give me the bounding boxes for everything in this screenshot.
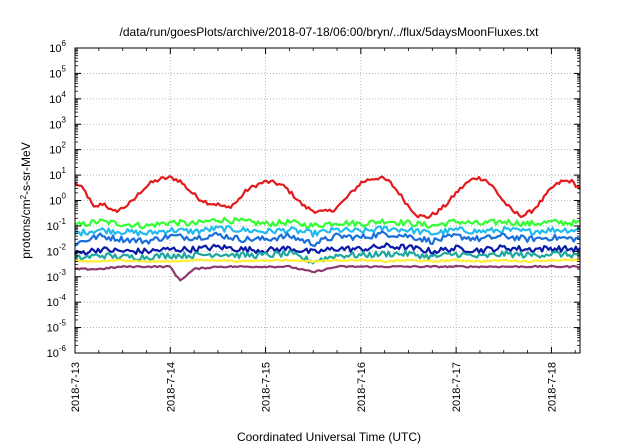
axis-ticks <box>74 47 580 354</box>
y-tick-base: 10 <box>49 145 61 157</box>
y-tick-label: 10-4 <box>47 293 67 309</box>
y-tick-base: 10 <box>49 68 61 80</box>
x-tick-label: 2018-7-18 <box>546 362 558 412</box>
y-tick-label: 10-2 <box>47 242 67 258</box>
y-tick-base: 10 <box>49 43 61 55</box>
series-line-green <box>74 216 580 230</box>
series-line-darkblue <box>74 242 581 256</box>
y-axis-label: protons/cm2-s-sr-MeV <box>19 142 34 258</box>
y-tick-label: 104 <box>49 90 66 106</box>
y-tick-exponent: -1 <box>59 217 67 226</box>
y-tick-label: 106 <box>49 39 66 55</box>
x-tick-label: 2018-7-16 <box>356 362 368 412</box>
y-tick-label: 103 <box>49 115 66 131</box>
y-tick-label: 101 <box>49 166 66 182</box>
series-line-blue <box>74 230 581 247</box>
y-tick-label: 10-3 <box>47 268 67 284</box>
y-tick-base: 10 <box>47 297 59 309</box>
series-line-purple <box>74 264 581 282</box>
x-tick-label: 2018-7-17 <box>451 362 463 412</box>
series-line-yellow <box>74 258 581 264</box>
y-tick-base: 10 <box>47 272 59 284</box>
y-tick-base: 10 <box>47 246 59 258</box>
series-line-teal <box>74 249 581 265</box>
grid-lines <box>75 48 580 353</box>
y-tick-base: 10 <box>47 348 59 360</box>
y-tick-exponent: 2 <box>62 141 67 150</box>
y-axis-label-unit: -s-sr-MeV <box>19 142 33 195</box>
y-tick-labels: 10-610-510-410-310-210-11001011021031041… <box>47 39 67 360</box>
y-tick-exponent: 5 <box>62 64 67 73</box>
series-line-cyan <box>74 224 581 238</box>
y-tick-exponent: 1 <box>62 166 67 175</box>
y-tick-label: 100 <box>49 192 66 208</box>
series-line-red <box>74 175 581 219</box>
y-tick-label: 10-1 <box>47 217 67 233</box>
y-tick-base: 10 <box>47 323 59 335</box>
y-tick-exponent: 6 <box>62 39 67 48</box>
x-tick-label: 2018-7-13 <box>70 362 82 412</box>
y-tick-exponent: -3 <box>59 268 67 277</box>
y-tick-exponent: -4 <box>59 293 67 302</box>
y-axis-label-main: protons/cm <box>19 199 33 258</box>
chart-title: /data/run/goesPlots/archive/2018-07-18/0… <box>120 25 540 39</box>
y-tick-exponent: -6 <box>59 344 67 353</box>
y-tick-base: 10 <box>49 170 61 182</box>
y-tick-label: 10-5 <box>47 319 67 335</box>
y-tick-label: 10-6 <box>47 344 67 360</box>
y-tick-base: 10 <box>49 196 61 208</box>
x-axis-label: Coordinated Universal Time (UTC) <box>237 430 421 444</box>
y-tick-base: 10 <box>47 221 59 233</box>
y-tick-base: 10 <box>49 94 61 106</box>
y-tick-exponent: -5 <box>59 319 67 328</box>
y-tick-exponent: 4 <box>62 90 67 99</box>
x-tick-labels: 2018-7-13 2018-7-14 2018-7-15 2018-7-16 2018… <box>70 362 558 412</box>
y-tick-label: 105 <box>49 64 66 80</box>
x-tick-label: 2018-7-14 <box>165 362 177 412</box>
y-axis-label-superscript: 2 <box>19 194 28 199</box>
series-layer <box>74 175 581 282</box>
x-tick-label: 2018-7-15 <box>261 362 273 412</box>
y-tick-exponent: 3 <box>62 115 67 124</box>
y-tick-label: 102 <box>49 141 66 157</box>
y-tick-exponent: 0 <box>62 192 67 201</box>
y-tick-base: 10 <box>49 119 61 131</box>
y-tick-exponent: -2 <box>59 242 67 251</box>
